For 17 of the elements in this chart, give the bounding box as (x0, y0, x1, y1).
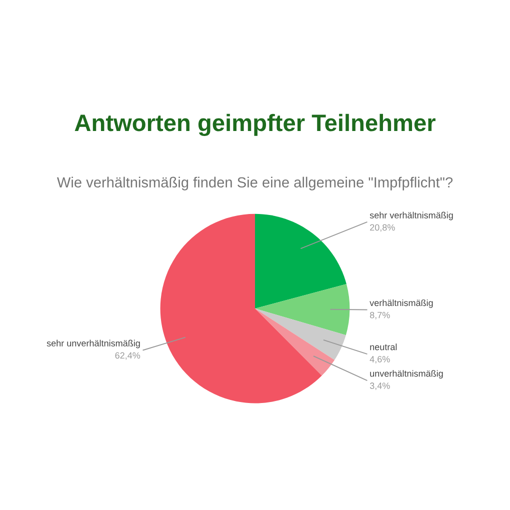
slice-label: sehr verhältnismäßig (370, 212, 453, 220)
slice-label: neutral (370, 344, 397, 350)
pie-slice (255, 284, 350, 336)
data-label: 8,7% (370, 312, 390, 320)
chart-subtitle: Wie verhältnismäßig finden Sie eine allgemeine "Impfpflicht"? (56, 176, 453, 190)
slice-label: sehr unverhältnismäßig (46, 340, 140, 348)
data-label: 62,4% (115, 352, 140, 360)
data-label: 3,4% (370, 382, 390, 390)
chart-title: Antworten geimpfter Teilnehmer (74, 114, 436, 136)
slice-label: verhältnismäßig (370, 299, 433, 308)
data-label: 20,8% (370, 224, 395, 232)
pie-slice (160, 214, 322, 404)
data-label: 4,6% (370, 356, 390, 364)
pie-slice (255, 308, 346, 360)
pie-slice (255, 214, 346, 309)
slice-label: unverhältnismäßig (370, 370, 443, 379)
pie-slice (255, 308, 335, 376)
